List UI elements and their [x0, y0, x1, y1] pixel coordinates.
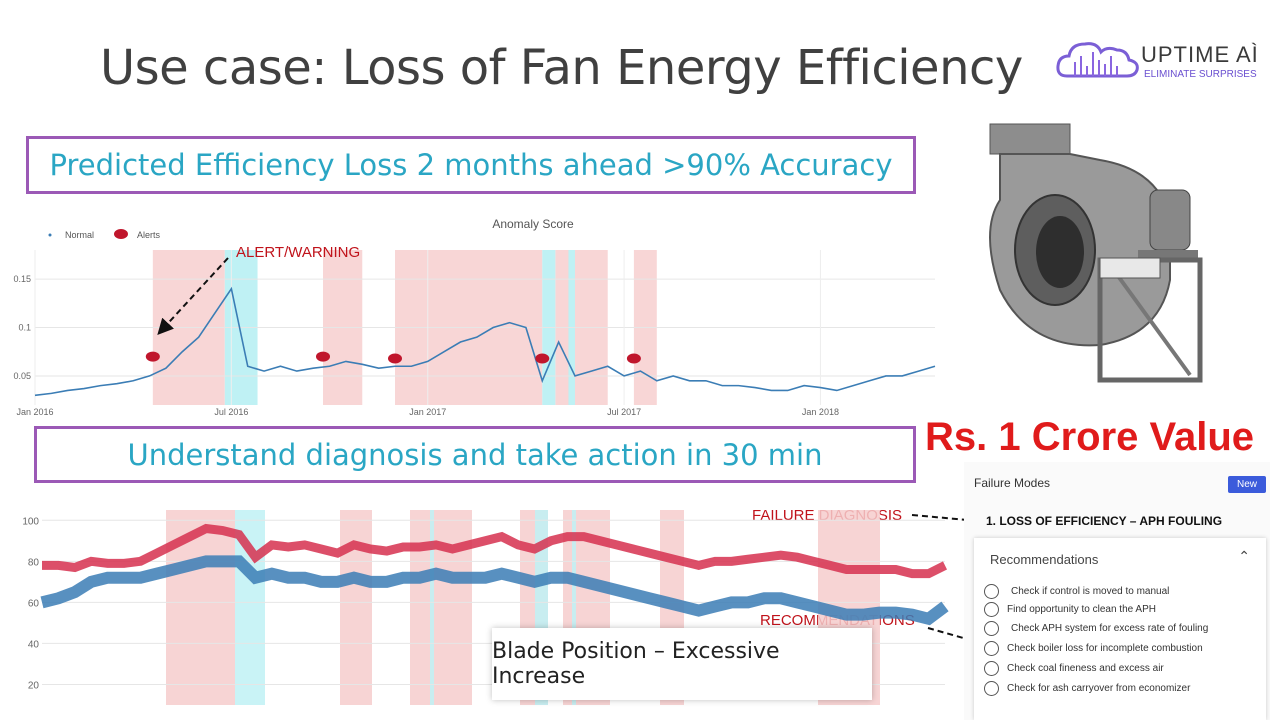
recommendation-item[interactable]: Check if control is moved to manual	[984, 584, 1169, 599]
value-headline: Rs. 1 Crore Value	[925, 415, 1255, 459]
x-tick-label: Jan 2017	[409, 407, 446, 417]
logo-name: UPTIME AÌ	[1141, 42, 1259, 67]
recommendations-title: Recommendations	[990, 552, 1099, 567]
chart-title: Anomaly Score	[492, 217, 574, 231]
centrifugal-fan-image	[960, 120, 1220, 388]
legend-normal-marker	[48, 233, 52, 237]
y-tick-label: 0.15	[13, 274, 31, 284]
recommendation-item[interactable]: Find opportunity to clean the APH	[984, 602, 1156, 617]
prediction-banner: Predicted Efficiency Loss 2 months ahead…	[26, 136, 916, 194]
upper-series-line	[42, 523, 948, 579]
cloud-logo-icon	[1056, 42, 1139, 78]
chevron-up-icon[interactable]: ⌃	[1238, 548, 1250, 564]
radio-button[interactable]	[984, 641, 999, 656]
uptime-ai-logo: UPTIME AÌ ELIMINATE SURPRISES	[1055, 38, 1258, 88]
anomaly-series-line	[34, 286, 936, 397]
radio-button[interactable]	[984, 661, 999, 676]
recommendation-text: Check coal fineness and excess air	[1007, 663, 1164, 674]
recommendations-arrow	[927, 627, 999, 652]
new-badge[interactable]: New	[1228, 476, 1266, 493]
radio-button[interactable]	[984, 621, 999, 636]
alert-warning-label: ALERT/WARNING	[236, 244, 361, 261]
diagnosis-banner: Understand diagnosis and take action in …	[34, 426, 916, 483]
x-tick-label: Jan 2018	[802, 407, 839, 417]
logo-tagline: ELIMINATE SURPRISES	[1144, 69, 1257, 80]
recommendation-text: Check for ash carryover from economizer	[1007, 683, 1191, 694]
radio-button[interactable]	[984, 602, 999, 617]
x-tick-label: Jul 2016	[214, 407, 248, 417]
y-tick-label: 60	[28, 598, 40, 609]
legend-alerts: Alerts	[137, 230, 161, 240]
failure-mode-title[interactable]: 1. LOSS OF EFFICIENCY – APH FOULING	[986, 514, 1223, 528]
legend-alerts-marker	[114, 229, 128, 239]
y-tick-label: 40	[28, 639, 40, 650]
recommendation-text: Check boiler loss for incomplete combust…	[1007, 643, 1203, 654]
shade-band	[430, 510, 434, 705]
alert-marker	[388, 353, 402, 364]
alert-marker	[316, 351, 330, 362]
alert-marker	[535, 353, 550, 364]
failure-modes-panel: Failure Modes New 1. LOSS OF EFFICIENCY …	[964, 462, 1270, 720]
recommendation-item[interactable]: Check coal fineness and excess air	[984, 661, 1164, 676]
recommendation-text: Check if control is moved to manual	[1011, 586, 1170, 597]
y-tick-label: 80	[28, 557, 40, 568]
x-tick-label: Jul 2017	[607, 407, 641, 417]
y-tick-label: 0.05	[13, 371, 31, 381]
recommendation-text: Find opportunity to clean the APH	[1007, 604, 1156, 615]
y-tick-label: 100	[22, 516, 39, 527]
alert-marker	[145, 351, 160, 362]
lower-series-line	[40, 555, 949, 626]
legend-normal: Normal	[65, 230, 94, 240]
recommendation-item[interactable]: Check boiler loss for incomplete combust…	[984, 641, 1203, 656]
y-tick-label: 0.1	[18, 323, 31, 333]
alert-marker	[626, 353, 641, 364]
y-tick-label: 20	[28, 680, 40, 691]
shade-band	[572, 510, 576, 705]
anomaly-score-chart: Anomaly Score Normal Alerts 0.050.10.15 …	[13, 217, 936, 417]
recommendation-text: Check APH system for excess rate of foul…	[1011, 623, 1209, 634]
radio-button[interactable]	[984, 681, 999, 696]
blade-position-callout: Blade Position – Excessive Increase	[492, 628, 872, 700]
recommendations-card: Recommendations ⌃ Check if control is mo…	[974, 538, 1266, 720]
recommendation-item[interactable]: Check for ash carryover from economizer	[984, 681, 1190, 696]
x-tick-label: Jan 2016	[16, 407, 53, 417]
radio-button[interactable]	[984, 584, 999, 599]
recommendation-item[interactable]: Check APH system for excess rate of foul…	[984, 621, 1208, 636]
alert-arrow	[157, 257, 229, 335]
slide-title: Use case: Loss of Fan Energy Efficiency	[100, 40, 1023, 96]
panel-header: Failure Modes	[974, 476, 1051, 490]
